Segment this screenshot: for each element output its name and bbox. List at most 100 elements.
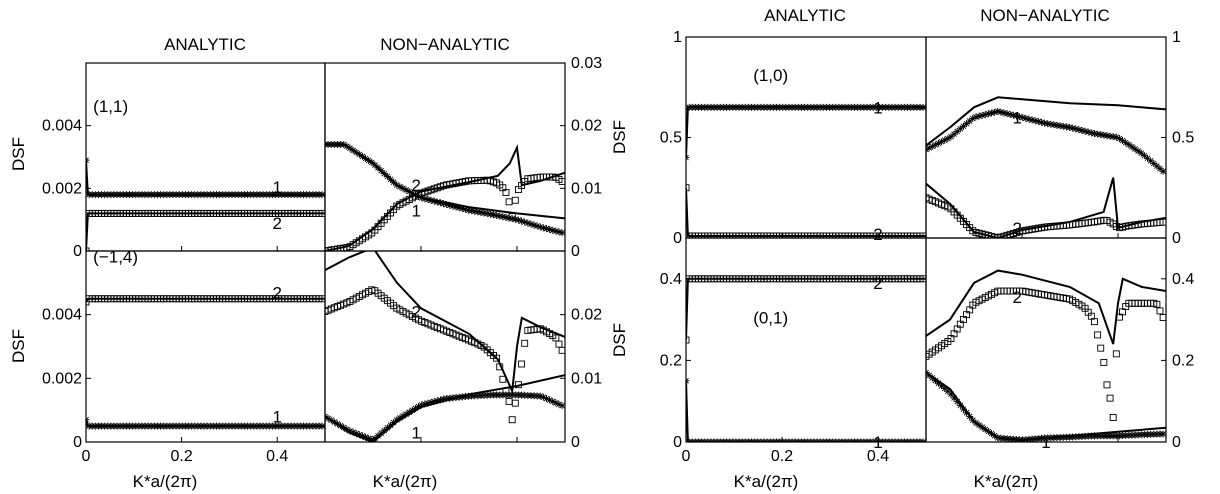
- marker-star: [1019, 114, 1027, 122]
- marker-square: [511, 196, 519, 204]
- series-label-2: 2: [411, 302, 420, 321]
- plot-area: [926, 96, 1166, 238]
- marker-square: [686, 184, 690, 192]
- marker-star: [984, 110, 992, 118]
- marker-star: [959, 122, 967, 130]
- marker-star: [543, 225, 551, 233]
- marker-star: [1000, 109, 1008, 117]
- marker-star: [1115, 134, 1123, 142]
- plot-area: [86, 156, 325, 251]
- marker-star: [549, 226, 557, 234]
- marker-star: [988, 109, 996, 117]
- panel-2: 0 0.01 0.02 0.03 1 2: [324, 55, 602, 260]
- marker-star: [436, 199, 444, 207]
- marker-square: [1106, 394, 1114, 402]
- marker-star: [399, 412, 407, 420]
- y-tick-label: 0.002: [42, 370, 82, 387]
- marker-star: [1112, 133, 1120, 141]
- marker-square: [1091, 318, 1098, 326]
- marker-star: [349, 428, 357, 436]
- series-label-1: 1: [873, 433, 882, 452]
- marker-star: [994, 107, 1002, 115]
- marker-star: [415, 403, 423, 411]
- marker-star: [455, 204, 463, 212]
- marker-square: [508, 416, 516, 424]
- marker-star: [1022, 114, 1030, 122]
- marker-star: [524, 219, 532, 227]
- marker-star: [950, 130, 958, 138]
- column-title-non-analytic-left: NON−ANALYTIC: [380, 35, 510, 54]
- marker-star: [489, 211, 497, 219]
- y-tick-label: 0.02: [571, 118, 602, 135]
- series-label-1: 1: [411, 201, 420, 220]
- panel-1: 0 0.002 0.004 1 2 (1,1): [42, 62, 326, 260]
- marker-star: [1144, 154, 1152, 162]
- marker-square: [502, 189, 510, 196]
- marker-star: [969, 114, 977, 122]
- y-tick-label: 0: [571, 243, 580, 260]
- panel-frame: [324, 250, 566, 443]
- plot-area: [686, 275, 926, 442]
- marker-square: [511, 399, 519, 407]
- marker-star: [966, 117, 974, 125]
- y-tick-label: 0.4: [660, 271, 682, 288]
- marker-star: [934, 379, 942, 387]
- marker-star: [1087, 129, 1095, 137]
- marker-star: [474, 208, 482, 216]
- panel-frame: [85, 62, 326, 252]
- marker-star: [440, 395, 448, 403]
- panel-5: 0 0.5 1 1 2 (1,0): [660, 29, 927, 247]
- marker-star: [555, 400, 563, 408]
- series-label-2: 2: [873, 274, 882, 293]
- series-line-1: [686, 380, 926, 442]
- y-tick-label: 0.004: [42, 307, 82, 324]
- marker-star: [1159, 167, 1166, 175]
- marker-square: [518, 360, 526, 368]
- marker-star: [443, 200, 451, 208]
- y-tick-label: 0.03: [571, 55, 602, 72]
- marker-star: [396, 414, 404, 422]
- series-label-2: 2: [272, 283, 281, 302]
- marker-star: [1066, 123, 1074, 131]
- y-tick-label: 0: [673, 434, 682, 451]
- marker-star: [539, 224, 547, 232]
- plot-area: [686, 103, 926, 238]
- x-tick-label: 0.2: [771, 448, 793, 465]
- marker-star: [433, 198, 441, 206]
- marker-star: [1081, 127, 1089, 135]
- panel-annotation: (0,1): [753, 309, 788, 328]
- marker-star: [944, 387, 952, 395]
- marker-star: [514, 216, 522, 224]
- marker-star: [1009, 111, 1017, 119]
- series-label-1: 1: [272, 408, 281, 427]
- series-line-1: [686, 106, 926, 158]
- panel-frame: [925, 237, 1167, 443]
- marker-star: [408, 406, 416, 414]
- marker-star: [533, 222, 541, 230]
- marker-star: [978, 111, 986, 119]
- marker-star: [555, 228, 563, 236]
- marker-star: [953, 127, 961, 135]
- x-tick-label: 0.4: [266, 448, 288, 465]
- marker-square: [926, 352, 930, 360]
- marker-star: [430, 398, 438, 406]
- marker-star: [1056, 122, 1064, 130]
- y-tick-label: 1: [673, 29, 682, 46]
- y-tick-label: 1: [1172, 29, 1181, 46]
- panel-8: 0 0.2 0.4 2 1: [925, 237, 1194, 452]
- series-label-1: 1: [1012, 108, 1021, 127]
- marker-star: [1097, 131, 1105, 139]
- plot-area: [325, 251, 565, 442]
- marker-square: [505, 397, 513, 405]
- y-axis-label-left-top: DSF: [9, 137, 28, 171]
- series-label-2: 2: [1012, 288, 1021, 307]
- marker-square: [493, 354, 501, 362]
- marker-square: [1100, 358, 1108, 366]
- marker-star: [427, 398, 435, 406]
- panel-3: 0 0.002 0.004 0 0.2 0.4 2 1 (−1,4): [42, 247, 326, 465]
- marker-square: [521, 339, 529, 347]
- marker-star: [931, 377, 939, 385]
- marker-star: [508, 215, 516, 223]
- column-title-non-analytic-right: NON−ANALYTIC: [980, 6, 1110, 25]
- marker-star: [956, 125, 964, 133]
